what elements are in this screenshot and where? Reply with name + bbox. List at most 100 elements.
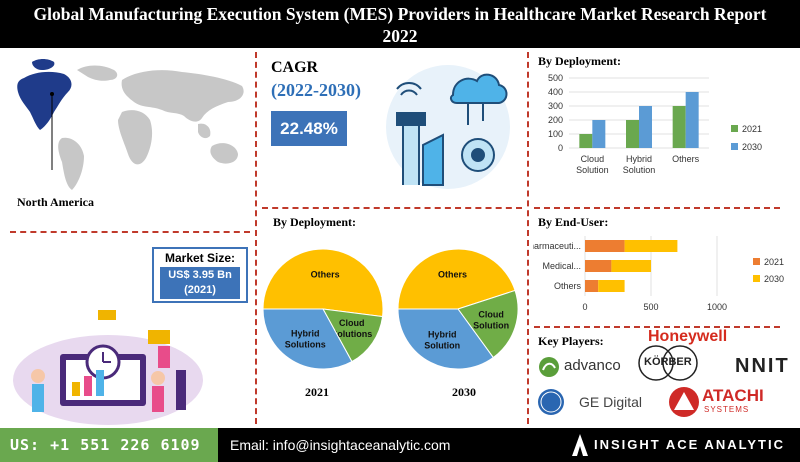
- pie-year-2030: 2030: [452, 385, 476, 399]
- business-analytics-icon: [13, 310, 203, 425]
- pie-slice-1: [457, 289, 519, 359]
- key-players-title: Key Players:: [538, 334, 604, 348]
- legend-swatch-2030: [753, 275, 760, 282]
- footer-bar: Email: info@insightaceanalytic.com INSIG…: [218, 428, 800, 462]
- divider-center-mid: [262, 207, 522, 209]
- logo-advanco: advanco: [538, 354, 630, 380]
- bar-2030-2: [685, 92, 699, 148]
- logo-ge-digital: GE Digital: [537, 388, 647, 418]
- logo-honeywell: Honeywell: [648, 328, 728, 345]
- pie-label: Solutions: [285, 339, 326, 349]
- divider-left: [255, 52, 257, 424]
- bar-2030-0: [624, 240, 678, 252]
- cagr-period: (2022-2030): [271, 80, 361, 100]
- report-header: Global Manufacturing Execution System (M…: [0, 0, 800, 48]
- legend-label: 2030: [764, 274, 784, 284]
- end-user-bar-chart: 0 500 1000 Pharmaceuti... Medical... Others 20…: [533, 236, 784, 312]
- pie-slice-0: [262, 248, 384, 318]
- bar-2021-2: [585, 280, 599, 292]
- logo-nnit: NNIT: [735, 355, 790, 377]
- pie-slice-0: [397, 248, 516, 310]
- logo-atachi: ATACHI SYSTEMS: [668, 384, 768, 420]
- pie-label: Cloud: [478, 309, 504, 319]
- market-size-year: (2021): [184, 284, 216, 296]
- legend-swatch-2021: [731, 125, 738, 132]
- advanco-mark-icon: [539, 357, 559, 377]
- pie-label: Hybrid: [291, 328, 320, 338]
- bar-2030-2: [598, 280, 625, 292]
- korber-text: KÖRBER: [644, 356, 692, 368]
- footer-email[interactable]: Email: info@insightaceanalytic.com: [230, 437, 451, 453]
- y-tick-label: 500: [548, 73, 563, 83]
- ge-monogram-icon: [538, 389, 564, 415]
- logo-korber: KÖRBER: [637, 344, 699, 382]
- market-size-box: Market Size: US$ 3.95 Bn (2021): [152, 247, 248, 303]
- pie-slice-1: [322, 308, 384, 363]
- ge-digital-text: GE Digital: [579, 394, 643, 410]
- pie-label: Cloud: [339, 318, 365, 328]
- legend-label: 2030: [742, 142, 762, 152]
- y-tick-label: 100: [548, 129, 563, 139]
- pie-label: Hybrid: [428, 330, 457, 340]
- korber-mark-icon: [638, 345, 698, 381]
- divider-left-mid: [10, 231, 250, 233]
- x-tick-label: Solution: [576, 165, 609, 175]
- y-tick-label: Others: [554, 281, 582, 291]
- divider-right-bottom: [534, 326, 780, 328]
- y-tick-label: 200: [548, 115, 563, 125]
- bar-2021-0: [585, 240, 625, 252]
- x-tick-label: 1000: [707, 302, 727, 312]
- bar-2021-2: [672, 106, 686, 148]
- world-map-icon: [17, 59, 244, 190]
- footer-phone[interactable]: US: +1 551 226 6109: [0, 428, 218, 462]
- deployment-bar-title: By Deployment:: [538, 54, 621, 68]
- cagr-value: 22.48%: [271, 111, 347, 146]
- report-year: 2022: [382, 26, 418, 46]
- legend-label: 2021: [764, 257, 784, 267]
- footer-brand: INSIGHT ACE ANALYTIC: [594, 437, 785, 452]
- legend-swatch-2021: [753, 258, 760, 265]
- factory-cloud-icon: [386, 65, 510, 189]
- cagr-label: CAGR: [271, 59, 319, 76]
- x-tick-label: Solution: [623, 165, 656, 175]
- market-size-value-box: US$ 3.95 Bn (2021): [160, 267, 240, 299]
- x-tick-label: Hybrid: [626, 154, 652, 164]
- bar-2030-1: [639, 106, 652, 148]
- pie-label: Others: [311, 269, 340, 279]
- atachi-text: ATACHI: [702, 386, 764, 405]
- y-tick-label: 400: [548, 87, 563, 97]
- deployment-pie-title: By Deployment:: [273, 215, 356, 229]
- pie-label: Others: [438, 270, 467, 280]
- bar-2030-0: [592, 120, 606, 148]
- bar-2030-1: [611, 260, 651, 272]
- atachi-mark-icon: [669, 387, 699, 417]
- y-tick-label: 0: [558, 143, 563, 153]
- pie-slice-2: [262, 308, 353, 370]
- divider-right: [527, 52, 529, 424]
- pie-label: Solutions: [331, 329, 372, 339]
- deployment-bar-chart: 0100200300400500CloudSolutionHybridSolut…: [548, 73, 762, 175]
- x-tick-label: 500: [643, 302, 658, 312]
- report-title: Global Manufacturing Execution System (M…: [33, 4, 767, 24]
- x-tick-label: 0: [582, 302, 587, 312]
- y-tick-label: Medical...: [542, 261, 581, 271]
- region-label: North America: [17, 195, 94, 209]
- market-size-title: Market Size:: [164, 251, 236, 265]
- x-tick-label: Cloud: [581, 154, 605, 164]
- bar-2021-1: [585, 260, 612, 272]
- advanco-text: advanco: [564, 357, 621, 374]
- x-tick-label: Others: [672, 154, 700, 164]
- pie-slice-2: [397, 308, 494, 370]
- bar-2021-1: [626, 120, 639, 148]
- market-size-value: US$ 3.95 Bn: [168, 269, 232, 281]
- pie-label: Solution: [473, 320, 509, 330]
- pie-year-2021: 2021: [305, 385, 329, 399]
- atachi-systems-text: SYSTEMS: [704, 405, 750, 414]
- brand-logo-icon: [572, 434, 588, 456]
- divider-right-top: [534, 207, 780, 209]
- end-user-title: By End-User:: [538, 215, 609, 229]
- pie-label: Solution: [424, 341, 460, 351]
- legend-swatch-2030: [731, 143, 738, 150]
